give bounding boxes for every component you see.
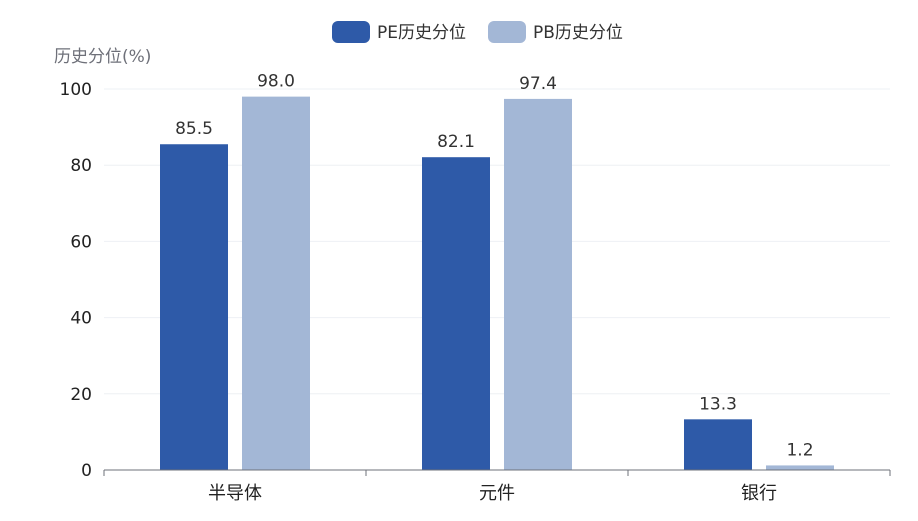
y-tick-label: 20 — [70, 385, 92, 405]
legend-item[interactable]: PB历史分位 — [488, 21, 623, 43]
y-tick-label: 80 — [70, 156, 92, 176]
data-label: 13.3 — [699, 394, 737, 414]
legend-label: PE历史分位 — [377, 23, 466, 43]
x-tick-label: 元件 — [479, 483, 515, 504]
bar[interactable] — [504, 98, 572, 470]
legend-item[interactable]: PE历史分位 — [332, 21, 466, 43]
bar[interactable] — [160, 144, 228, 470]
y-tick-label: 60 — [70, 232, 92, 252]
legend[interactable]: PE历史分位 PB历史分位 — [332, 21, 623, 43]
bar[interactable] — [242, 96, 310, 471]
legend-swatch — [332, 21, 370, 43]
x-tick-label: 银行 — [741, 483, 777, 504]
y-tick-label: 0 — [81, 461, 92, 481]
gridlines — [104, 88, 890, 395]
data-label: 82.1 — [437, 132, 475, 152]
data-label: 85.5 — [175, 119, 213, 139]
legend-swatch — [488, 21, 526, 43]
y-axis-title: 历史分位(%) — [54, 47, 151, 67]
data-labels: 85.5 98.0 82.1 97.4 13.3 1.2 — [175, 72, 813, 461]
data-label: 97.4 — [519, 74, 557, 94]
legend-label: PB历史分位 — [533, 23, 623, 43]
bar[interactable] — [422, 157, 490, 470]
bars — [160, 96, 834, 471]
axes: 0 20 40 60 80 100 半导体 元件 银行 — [60, 80, 891, 504]
data-label: 98.0 — [257, 72, 295, 92]
bar[interactable] — [684, 419, 752, 470]
x-tick-label: 半导体 — [208, 483, 262, 504]
y-tick-label: 100 — [60, 80, 92, 100]
y-tick-label: 40 — [70, 309, 92, 329]
bar[interactable] — [766, 465, 834, 470]
data-label: 1.2 — [786, 440, 813, 460]
